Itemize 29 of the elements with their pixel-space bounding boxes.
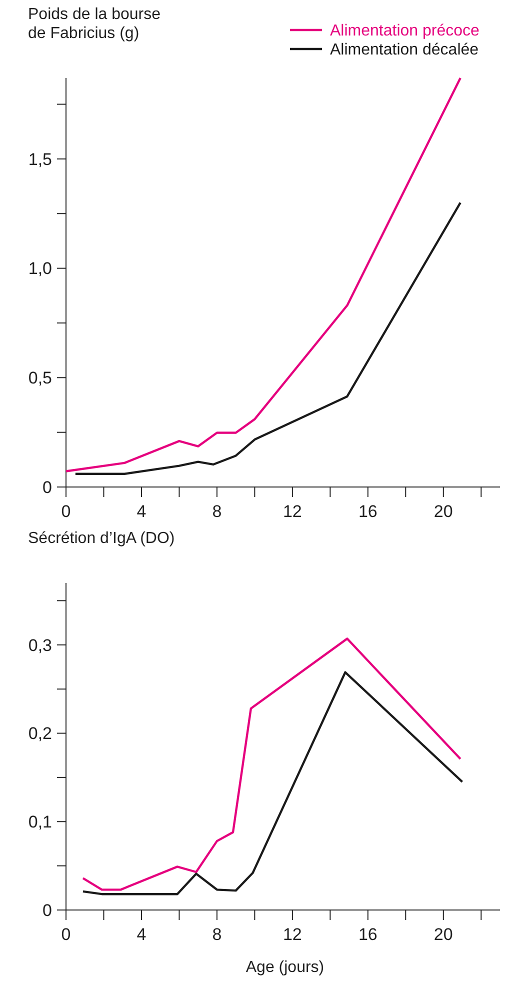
y-tick-label: 0 — [42, 900, 52, 920]
y-axis-title: Poids de la bourse de Fabricius (g) — [28, 6, 161, 42]
line-series — [82, 638, 462, 891]
x-tick-label: 0 — [61, 502, 71, 521]
y-tick-label: 0,1 — [28, 812, 52, 832]
x-tick-label: 4 — [136, 502, 146, 521]
x-axis-title: Age (jours) — [246, 959, 324, 976]
y-tick-label: 0,5 — [28, 368, 52, 388]
line-series — [74, 202, 462, 475]
x-tick-label: 20 — [434, 925, 453, 944]
y-tick-label: 0,3 — [28, 636, 52, 655]
x-tick-label: 8 — [212, 502, 222, 521]
x-tick-label: 16 — [358, 925, 378, 944]
y-tick-label: 0 — [42, 478, 52, 497]
y-tick-label: 0,2 — [28, 724, 52, 744]
legend-label: Alimentation précoce — [330, 22, 480, 40]
y-tick-label: 1,0 — [28, 259, 52, 278]
x-tick-label: 0 — [61, 925, 71, 944]
x-tick-label: 20 — [434, 502, 453, 521]
x-tick-label: 16 — [358, 502, 378, 521]
x-tick-label: 8 — [212, 925, 222, 944]
x-tick-label: 4 — [136, 925, 146, 944]
y-tick-label: 1,5 — [28, 150, 52, 169]
line-series — [82, 671, 464, 896]
x-tick-label: 12 — [282, 925, 302, 944]
y-axis-title: Sécrétion d’IgA (DO) — [28, 530, 175, 547]
x-tick-label: 12 — [282, 502, 302, 521]
legend-label: Alimentation décalée — [330, 42, 479, 59]
line-series — [64, 76, 462, 472]
